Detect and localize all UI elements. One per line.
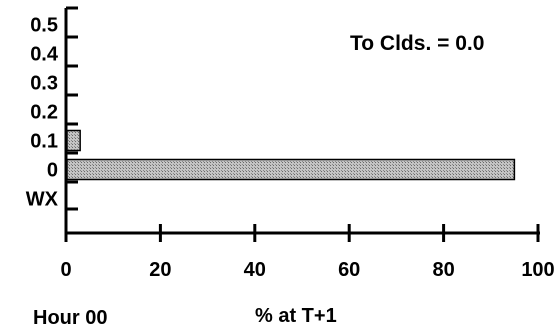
x-tick-label: 100 <box>521 259 554 281</box>
y-tick-label: 0.4 <box>30 44 59 66</box>
y-tick-label: 0 <box>47 160 58 182</box>
y-tick-label: 0.1 <box>30 131 58 153</box>
x-axis <box>64 224 540 242</box>
labels: 0.5 0.4 0.3 0.2 0.1 0 WX 0 20 40 60 80 100 <box>26 15 555 282</box>
x-axis-title: % at T+1 <box>255 305 337 327</box>
annotation-text: To Clds. = 0.0 <box>350 32 484 55</box>
x-tick-label: 20 <box>149 259 171 281</box>
corner-label: Hour 00 <box>33 307 107 329</box>
x-tick-label: 60 <box>338 259 360 281</box>
bar <box>66 158 516 181</box>
y-axis <box>64 6 78 233</box>
y-tick-label: 0.2 <box>30 102 58 124</box>
bars <box>66 129 516 181</box>
x-tick-label: 40 <box>244 259 266 281</box>
bar <box>66 129 81 152</box>
y-tick-label: 0.5 <box>30 15 58 37</box>
y-tick-label: 0.3 <box>30 73 58 95</box>
x-tick-label: 80 <box>432 259 454 281</box>
y-tick-label: WX <box>26 189 59 211</box>
x-tick-label: 0 <box>60 259 71 281</box>
